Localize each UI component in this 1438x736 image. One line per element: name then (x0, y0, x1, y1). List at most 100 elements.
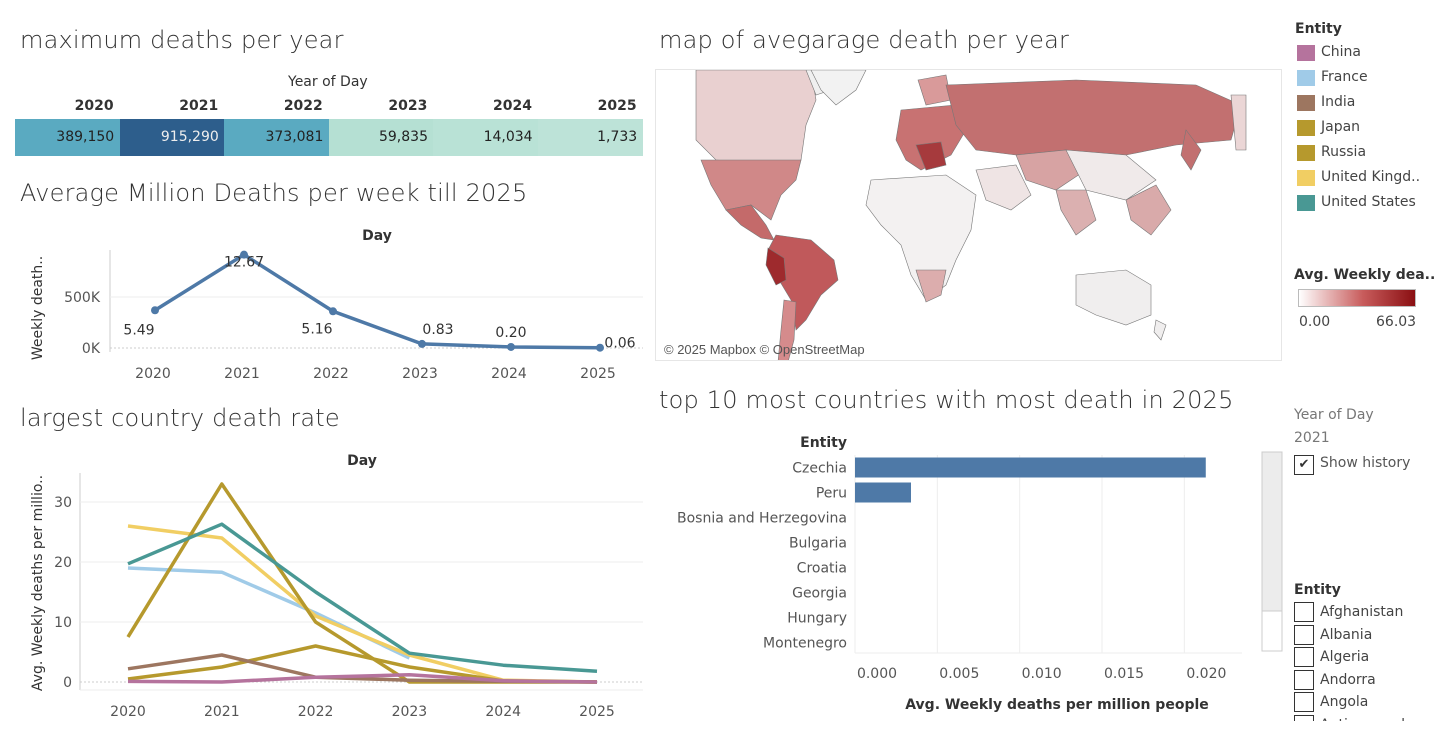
x-tick-label: 2022 (298, 704, 334, 720)
series-line-france[interactable] (127, 566, 411, 660)
data-point[interactable] (329, 307, 337, 316)
top-countries-chart-title: top 10 most countries with most death in… (659, 386, 1234, 414)
scrollbar-thumb[interactable] (1261, 451, 1283, 612)
y-tick-label: 0 (63, 675, 72, 691)
category-label: Hungary (787, 611, 847, 627)
heatmap-year-header: 2024 (493, 98, 532, 114)
y-tick-label: 10 (54, 615, 72, 631)
category-label: Czechia (792, 461, 847, 477)
heatmap-year-header: 2022 (283, 98, 323, 114)
entity-filter-label: Algeria (1320, 649, 1370, 666)
x-tick-label: 2025 (579, 704, 615, 720)
heatmap-year-header: 2023 (388, 98, 428, 114)
bar[interactable] (855, 482, 911, 503)
world-map[interactable]: © 2025 Mapbox © OpenStreetMap (655, 69, 1282, 361)
heatmap-column-header: Year of Day (288, 74, 368, 90)
entity-filter-option[interactable]: Algeria (1294, 647, 1434, 669)
legend-title: Entity (1295, 21, 1342, 37)
gradient-legend-bar (1298, 289, 1416, 307)
country-death-rate-line-chart[interactable]: Day Avg. Weekly deaths per millio.. 0 10 20 3… (0, 445, 650, 735)
entity-filter-option[interactable]: Albania (1294, 624, 1434, 647)
entity-filter-checkbox[interactable] (1294, 602, 1314, 622)
entity-filter-option[interactable]: Afghanistan (1294, 602, 1434, 624)
x-tick-label: 0.020 (1186, 666, 1226, 682)
category-label: Bulgaria (789, 536, 847, 552)
year-filter-label: Year of Day (1294, 407, 1374, 423)
legend-swatch (1297, 170, 1315, 186)
x-tick-label: 2025 (580, 366, 616, 382)
entity-filter-checkbox[interactable] (1294, 692, 1314, 713)
heatmap-cell[interactable]: 1,733 (538, 119, 644, 156)
heatmap-cell[interactable]: 373,081 (224, 119, 330, 156)
category-label: Peru (816, 486, 847, 502)
show-history-label[interactable]: Show history (1320, 455, 1411, 471)
x-tick-label: 2023 (402, 366, 438, 382)
legend-label: United States (1321, 194, 1416, 210)
legend-label: Japan (1321, 119, 1361, 135)
series-line-china[interactable] (127, 673, 598, 684)
gradient-legend-min: 0.00 (1299, 314, 1331, 330)
data-point[interactable] (596, 343, 604, 352)
y-tick-label: 30 (54, 495, 72, 511)
x-axis-title: Avg. Weekly deaths per million people (905, 697, 1209, 713)
entity-filter-label: Angola (1320, 694, 1369, 711)
entity-filter-list[interactable]: Afghanistan Albania Algeria Andorra Angola An… (1290, 602, 1438, 721)
bar[interactable] (855, 457, 1206, 478)
heatmap-title: maximum deaths per year (20, 26, 344, 54)
y-tick-label: 500K (64, 290, 101, 306)
entity-filter-checkbox[interactable] (1294, 624, 1314, 645)
data-point[interactable] (151, 306, 159, 315)
x-tick-label: 0.015 (1104, 666, 1144, 682)
top-countries-bar-chart[interactable]: Entity 0.000 0.005 0.010 0.015 0.020 Czechia Pe… (655, 425, 1295, 725)
series-line[interactable] (154, 252, 601, 350)
entity-filter-label: Andorra (1320, 671, 1376, 688)
entity-filter-label: Afghanistan (1320, 604, 1404, 620)
x-tick-label: 2020 (110, 704, 146, 720)
weekly-deaths-line-chart[interactable]: Day Weekly death.. 500K 0K 5.49 2020 12.67 2021… (0, 220, 650, 390)
year-filter-value[interactable]: 2021 (1294, 430, 1330, 446)
series-line-united-states[interactable] (127, 522, 598, 673)
data-label: 12.67 (224, 255, 264, 271)
entity-filter-checkbox[interactable] (1294, 669, 1314, 690)
show-history-checkbox[interactable]: ✔ (1294, 455, 1314, 475)
legend-swatch (1297, 95, 1315, 111)
x-tick-label: 2021 (224, 366, 260, 382)
legend-swatch (1297, 45, 1315, 61)
x-tick-label: 2024 (485, 704, 521, 720)
legend-label: Russia (1321, 144, 1367, 160)
heatmap-cell[interactable]: 14,034 (433, 119, 539, 156)
category-label: Bosnia and Herzegovina (677, 511, 847, 527)
x-tick-label: 0.010 (1022, 666, 1062, 682)
legend-swatch (1297, 145, 1315, 161)
data-label: 5.16 (301, 321, 332, 337)
category-label: Croatia (797, 561, 847, 577)
data-point[interactable] (240, 250, 248, 259)
gradient-legend-max: 66.03 (1376, 314, 1417, 330)
series-line-russia[interactable] (126, 482, 597, 684)
y-tick-label: 0K (82, 341, 101, 357)
x-tick-label: 2024 (491, 366, 527, 382)
heatmap-cell[interactable]: 389,150 (15, 119, 121, 156)
heatmap-year-header: 2020 (74, 98, 114, 114)
entity-filter-option[interactable]: Angola (1294, 692, 1434, 714)
entity-filter-option[interactable]: Andorra (1294, 669, 1434, 692)
y-axis-title: Weekly death.. (30, 256, 46, 360)
x-tick-label: 0.000 (857, 666, 897, 682)
y-axis-title: Avg. Weekly deaths per millio.. (30, 475, 46, 691)
entity-filter-checkbox[interactable] (1294, 647, 1314, 668)
heatmap-cell[interactable]: 915,290 (119, 119, 225, 156)
map-attribution[interactable]: © 2025 Mapbox © OpenStreetMap (664, 342, 865, 357)
entity-filter-label: Antigua and... (1320, 717, 1418, 721)
entity-filter-checkbox[interactable] (1294, 715, 1314, 721)
data-label: 0.83 (422, 322, 453, 338)
legend-swatch (1297, 120, 1315, 136)
data-point[interactable] (418, 339, 426, 348)
data-point[interactable] (507, 342, 515, 351)
x-tick-label: 2020 (135, 366, 171, 382)
x-axis-title: Day (347, 453, 377, 469)
data-label: 0.20 (495, 325, 526, 341)
x-tick-label: 2022 (313, 366, 349, 382)
heatmap-year-header: 2025 (597, 98, 637, 114)
heatmap-cell[interactable]: 59,835 (328, 119, 434, 156)
entity-filter-option[interactable]: Antigua and... (1294, 715, 1434, 721)
